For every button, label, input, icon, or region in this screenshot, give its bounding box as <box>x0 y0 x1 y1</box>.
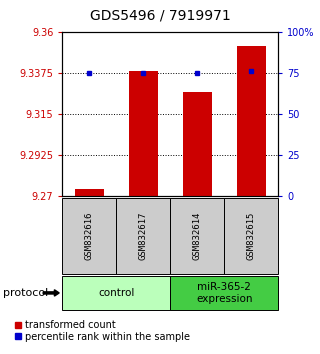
Bar <box>62 198 116 274</box>
Bar <box>170 276 278 310</box>
Bar <box>236 46 266 196</box>
Bar <box>182 92 212 196</box>
Bar <box>170 198 224 274</box>
Text: GSM832617: GSM832617 <box>139 212 148 261</box>
Text: control: control <box>98 288 135 298</box>
Text: protocol: protocol <box>3 288 48 298</box>
Text: GSM832614: GSM832614 <box>193 212 202 261</box>
Bar <box>116 198 171 274</box>
Bar <box>224 198 278 274</box>
Bar <box>129 71 158 196</box>
Bar <box>75 189 104 196</box>
Text: GSM832615: GSM832615 <box>247 212 256 261</box>
Text: GSM832616: GSM832616 <box>85 212 94 261</box>
Text: GDS5496 / 7919971: GDS5496 / 7919971 <box>90 9 230 23</box>
Legend: transformed count, percentile rank within the sample: transformed count, percentile rank withi… <box>14 320 190 342</box>
Bar <box>62 276 170 310</box>
Text: miR-365-2
expression: miR-365-2 expression <box>196 282 253 304</box>
